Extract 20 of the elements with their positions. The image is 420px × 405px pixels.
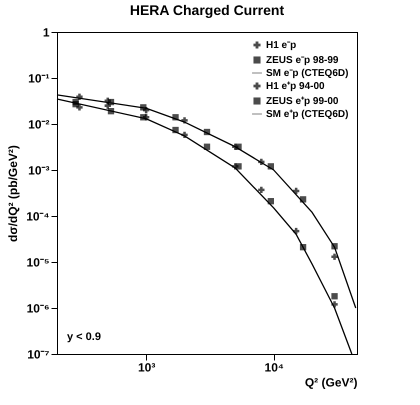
legend-label: SM e⁻p (CTEQ6D) — [266, 68, 348, 79]
chart-title: HERA Charged Current — [130, 2, 284, 18]
x-tick-label: 10⁴ — [264, 360, 284, 374]
y-tick-label: 10⁻⁶ — [26, 302, 50, 316]
y-tick-label: 10⁻² — [28, 118, 50, 132]
y-tick-label: 1 — [42, 26, 50, 40]
y-tick-label: 10⁻⁴ — [26, 210, 50, 224]
y-tick-label: 10⁻⁷ — [27, 348, 50, 362]
y-tick-label: 10⁻⁵ — [26, 256, 50, 270]
y-tick-label: 10⁻³ — [28, 164, 50, 178]
legend-label: SM e⁺p (CTEQ6D) — [266, 109, 348, 120]
x-tick-label: 10³ — [138, 360, 156, 374]
x-axis-title: Q² (GeV²) — [304, 376, 358, 390]
legend-label: ZEUS e⁻p 98-99 — [266, 55, 339, 66]
legend-label: ZEUS e⁺p 99-00 — [266, 96, 339, 107]
y-tick-label: 10⁻¹ — [28, 72, 50, 86]
legend-label: H1 e⁺p 94-00 — [266, 81, 326, 92]
y-axis-title: dσ/dQ² (pb/GeV²) — [6, 145, 20, 242]
legend-label: H1 e⁻p — [266, 40, 296, 51]
annotation: y < 0.9 — [67, 331, 101, 343]
